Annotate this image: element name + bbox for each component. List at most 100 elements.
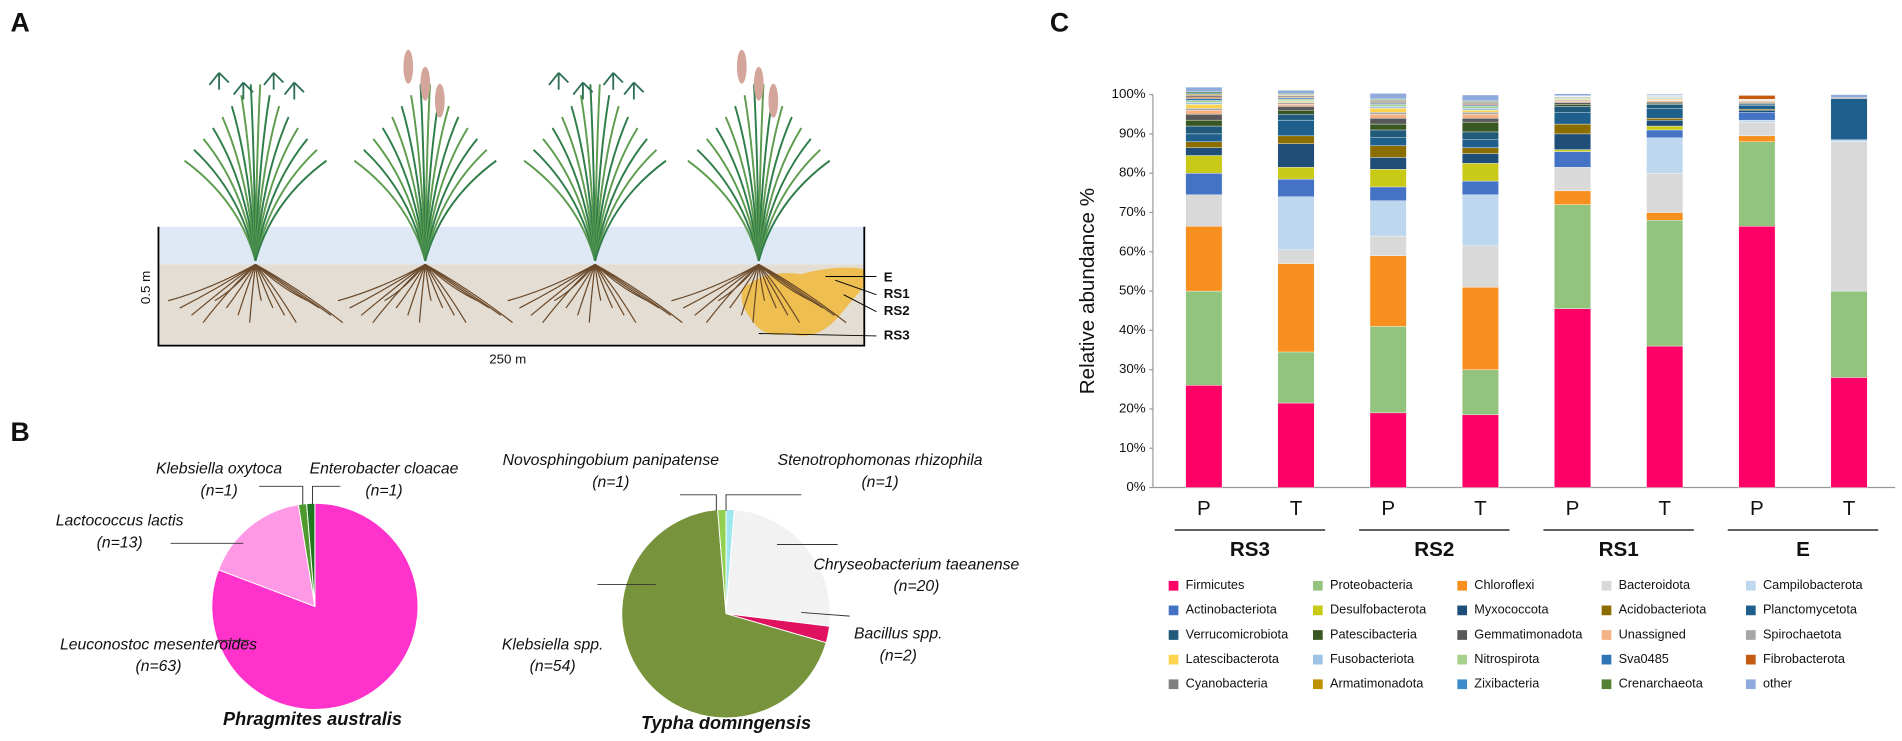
bar-segment: [1646, 345, 1684, 488]
cattail-spike: [403, 49, 414, 84]
bar-segment: [1554, 308, 1591, 488]
bar-segment: [1369, 108, 1407, 113]
bar-segment: [1369, 93, 1407, 100]
bar-segment: [1369, 157, 1407, 170]
bar-segment: [1554, 93, 1591, 96]
slice-label: Stenotrophomonas rhizophila: [778, 452, 983, 469]
bar-segment: [1369, 114, 1407, 119]
bar-segment: [1369, 117, 1407, 125]
panicle: [602, 72, 624, 90]
bar-segment: [1646, 129, 1684, 139]
plants: [167, 49, 847, 324]
legend-swatch: [1168, 630, 1179, 640]
bar-segment: [1738, 141, 1776, 227]
bar-segment: [1554, 151, 1591, 168]
bar-segment: [1185, 226, 1223, 292]
root: [758, 264, 789, 316]
panicle: [232, 81, 254, 100]
leaf: [523, 159, 596, 262]
slice-value-label: (n=1): [365, 482, 402, 499]
y-tick-label: 60%: [1119, 243, 1146, 258]
depth-label: 0.5 m: [138, 271, 153, 304]
bar-segment: [1185, 173, 1223, 195]
bar-segment: [1185, 147, 1223, 156]
bar-segment: [1646, 117, 1684, 121]
leaf: [424, 159, 497, 262]
bar-segment: [1461, 117, 1499, 123]
slice-label: Leuconostoc mesenteroides: [60, 636, 257, 653]
bar-segment: [1646, 137, 1684, 174]
legend-label: Firmicutes: [1186, 577, 1245, 592]
root: [179, 263, 256, 309]
root: [758, 264, 777, 309]
slice-label: Enterobacter cloacae: [310, 460, 459, 477]
bar-segment: [1369, 137, 1407, 146]
bar-segment: [1369, 326, 1407, 414]
bar-segment: [1277, 143, 1315, 168]
root: [594, 263, 683, 324]
slice-label: Klebsiella oxytoca: [156, 460, 282, 477]
legend-swatch: [1745, 630, 1756, 640]
legend-swatch: [1745, 605, 1756, 616]
root: [758, 264, 766, 301]
bar-segment: [1738, 119, 1776, 123]
pie-title: Phragmites australis: [223, 709, 402, 729]
panel-label: C: [1050, 7, 1069, 37]
zone-label: RS3: [884, 327, 910, 342]
bar-segment: [1185, 194, 1223, 227]
zone-label: E: [884, 269, 893, 284]
legend-swatch: [1745, 679, 1756, 690]
legend-swatch: [1601, 605, 1612, 616]
root: [424, 263, 467, 323]
root: [752, 264, 760, 323]
root: [717, 263, 760, 302]
root: [349, 263, 426, 309]
legend-swatch: [1168, 580, 1179, 591]
bar-segment: [1461, 112, 1499, 115]
bar-segment: [1646, 220, 1684, 347]
legend-swatch: [1457, 580, 1468, 591]
slice-value-label: (n=13): [97, 534, 143, 551]
bar-segment: [1830, 94, 1868, 98]
cattail-spike: [434, 83, 445, 118]
root: [565, 264, 596, 309]
bar-segment: [1185, 86, 1223, 93]
panel-label: A: [11, 7, 30, 37]
bar-segment: [1554, 190, 1591, 205]
water: [158, 226, 865, 265]
legend-label: Zixibacteria: [1474, 676, 1540, 691]
legend-label: Cyanobacteria: [1186, 676, 1269, 691]
legend-label: Fusobacteriota: [1330, 651, 1415, 666]
root: [507, 263, 596, 302]
bar-segment: [1461, 139, 1499, 148]
root: [758, 263, 847, 324]
legend-label: Bacteroidota: [1619, 577, 1691, 592]
cattail-spike: [736, 49, 747, 84]
bar-segment: [1738, 112, 1776, 121]
root: [530, 263, 596, 316]
leader-line: [679, 494, 717, 511]
bar-segment: [1461, 194, 1499, 247]
bar-segment: [1185, 290, 1223, 386]
x-tick-label: T: [1843, 497, 1856, 520]
bar-segment: [1277, 351, 1315, 404]
bar-segment: [1185, 104, 1223, 109]
cattail-spike: [753, 66, 764, 101]
legend-swatch: [1313, 654, 1323, 665]
leaf: [353, 159, 427, 262]
bar-segment: [1461, 369, 1499, 416]
bar-segment: [1185, 125, 1223, 135]
bar-segment: [1554, 133, 1591, 150]
legend-label: Latescibacterota: [1186, 651, 1280, 666]
slice-value-label: (n=1): [592, 474, 629, 491]
legend-label: Actinobacteriota: [1186, 602, 1278, 617]
root: [191, 263, 256, 316]
root: [384, 263, 426, 302]
root: [553, 263, 596, 302]
rhizosphere: [741, 267, 865, 336]
root: [424, 263, 513, 324]
panicle: [548, 72, 570, 90]
bar-segment: [1369, 129, 1407, 139]
